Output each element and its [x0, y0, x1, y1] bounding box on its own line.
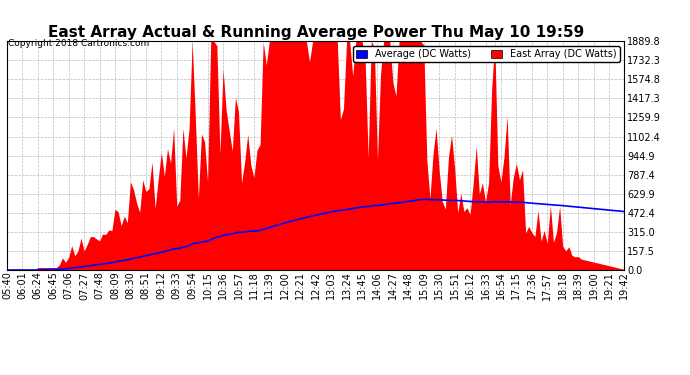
Legend: Average (DC Watts), East Array (DC Watts): Average (DC Watts), East Array (DC Watts…	[353, 46, 620, 62]
Text: Copyright 2018 Cartronics.com: Copyright 2018 Cartronics.com	[8, 39, 150, 48]
Title: East Array Actual & Running Average Power Thu May 10 19:59: East Array Actual & Running Average Powe…	[48, 25, 584, 40]
